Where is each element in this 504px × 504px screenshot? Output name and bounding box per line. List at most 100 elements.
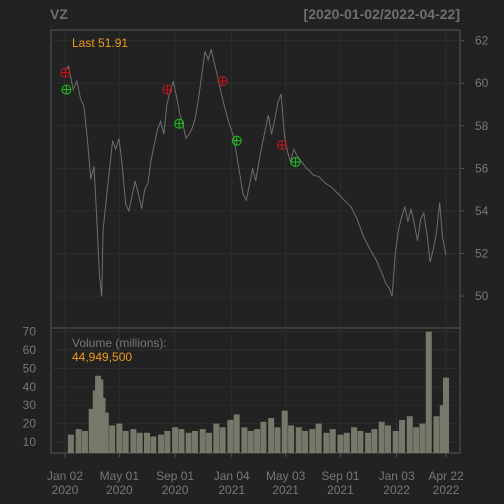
volume-bar (274, 427, 281, 453)
signal-markers (60, 67, 301, 167)
volume-bar (337, 434, 344, 453)
x-tick-year: 2021 (218, 483, 245, 497)
volume-bar (371, 429, 378, 453)
sell-marker (277, 139, 288, 150)
buy-marker (174, 118, 185, 129)
volume-tick-label: 70 (23, 325, 37, 339)
price-tick-label: 58 (475, 119, 489, 133)
price-tick-label: 50 (475, 289, 489, 303)
volume-bar (385, 425, 392, 453)
x-tick-year: 2022 (383, 483, 410, 497)
x-tick-year: 2020 (52, 483, 79, 497)
volume-bar (122, 430, 129, 453)
volume-bar (233, 414, 240, 453)
volume-bar (143, 432, 150, 453)
volume-bar (443, 377, 449, 453)
volume-bar (439, 405, 446, 453)
volume-bar (88, 408, 95, 453)
volume-bar (343, 432, 350, 453)
volume-bar (102, 412, 109, 453)
volume-bar (406, 416, 413, 453)
x-tick-year: 2020 (106, 483, 133, 497)
volume-bar (136, 432, 143, 453)
volume-bar (329, 429, 336, 453)
volume-bar (67, 434, 74, 453)
buy-marker (290, 156, 301, 167)
volume-bar (295, 427, 302, 453)
x-tick-label: Jan 03 (379, 469, 415, 483)
volume-bar (158, 434, 165, 453)
volume-bar (268, 418, 275, 453)
volume-y-axis: 10 20 30 40 50 60 70 (23, 325, 37, 449)
volume-bar (172, 427, 179, 453)
volume-bar (247, 430, 254, 453)
volume-bar (109, 425, 116, 453)
x-tick-label: Apr 22 (428, 469, 464, 483)
volume-bar (315, 423, 322, 453)
volume-tick-label: 30 (23, 398, 37, 412)
volume-bar (302, 430, 309, 453)
volume-bar (413, 427, 420, 453)
volume-bar (309, 429, 316, 453)
volume-bar (241, 427, 248, 453)
volume-bar (281, 410, 288, 453)
volume-bar (130, 429, 137, 453)
volume-bar (254, 429, 261, 453)
volume-bar (206, 432, 213, 453)
volume-bar (419, 423, 426, 453)
volume-tick-label: 40 (23, 380, 37, 394)
x-tick-label: Sep 01 (156, 469, 194, 483)
volume-value: 44,949,500 (72, 350, 132, 364)
volume-bar (213, 423, 220, 453)
price-tick-label: 62 (475, 34, 489, 48)
buy-marker (231, 135, 242, 146)
volume-bar (75, 429, 82, 453)
volume-tick-label: 60 (23, 343, 37, 357)
x-tick-year: 2021 (327, 483, 354, 497)
x-tick-year: 2022 (433, 483, 460, 497)
price-tick-label: 54 (475, 204, 489, 218)
price-y-axis: 50 52 54 56 58 60 62 (460, 34, 489, 303)
volume-bar (425, 331, 432, 453)
volume-bar (260, 421, 267, 453)
volume-title: Volume (millions): (72, 336, 167, 350)
volume-bar (288, 425, 295, 453)
sell-marker (60, 67, 71, 78)
volume-bar (357, 430, 364, 453)
volume-bar (164, 430, 171, 453)
volume-bar (178, 429, 185, 453)
date-range-title: [2020-01-02/2022-04-22] (304, 6, 460, 22)
price-tick-label: 56 (475, 161, 489, 175)
volume-bar (185, 432, 192, 453)
volume-bar (433, 416, 440, 453)
buy-marker (61, 84, 72, 95)
volume-bar (150, 436, 157, 453)
x-tick-year: 2021 (272, 483, 299, 497)
volume-bar (323, 432, 330, 453)
volume-bar (399, 419, 406, 453)
volume-bars (67, 331, 449, 453)
volume-bar (351, 427, 358, 453)
last-price-label: Last 51.91 (72, 36, 128, 50)
volume-bar (227, 419, 234, 453)
x-tick-label: Jan 04 (214, 469, 250, 483)
volume-bar (192, 430, 199, 453)
volume-bar (116, 423, 123, 453)
volume-tick-label: 50 (23, 361, 37, 375)
volume-bar (378, 421, 385, 453)
volume-tick-label: 10 (23, 435, 37, 449)
price-line (64, 49, 447, 297)
volume-bar (99, 397, 106, 453)
volume-bar (365, 432, 372, 453)
volume-bar (81, 430, 88, 453)
x-tick-label: May 03 (266, 469, 306, 483)
symbol-title: VZ (50, 6, 68, 22)
volume-tick-label: 20 (23, 417, 37, 431)
price-tick-label: 60 (475, 76, 489, 90)
x-tick-label: May 01 (100, 469, 140, 483)
x-tick-label: Jan 02 (47, 469, 83, 483)
x-tick-label: Sep 01 (321, 469, 359, 483)
volume-bar (199, 429, 206, 453)
